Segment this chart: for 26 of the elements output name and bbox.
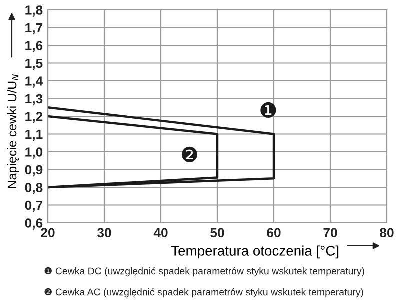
y-tick-label: 1,7	[26, 23, 43, 35]
y-tick-label: 0,6	[25, 218, 43, 230]
x-tick-label: 50	[210, 228, 224, 238]
x-tick-label: 30	[97, 228, 112, 238]
y-tick-label: 1,2	[26, 112, 43, 124]
x-tick-label: 80	[380, 228, 394, 238]
y-tick-label: 1,5	[26, 58, 43, 70]
y-tick-label: 1,4	[26, 76, 44, 88]
y-tick-label: 0,7	[25, 200, 43, 212]
y-tick-label: 1,1	[26, 130, 43, 142]
text: ❷ Cewka AC (uwzględnić spadek parametrów styku wskutek temperatury)	[44, 288, 364, 298]
y-tick-label: 1,6	[26, 41, 43, 52]
y-tick-label: 0,8	[25, 183, 43, 194]
series-label: ❶	[260, 102, 276, 118]
x-tick-label: 60	[267, 228, 281, 238]
series-label: ❷	[182, 146, 198, 162]
y-tick-label: 1,0	[26, 148, 43, 159]
x-tick-label: 70	[324, 228, 338, 238]
y-tick-label: 0,9	[25, 165, 43, 177]
x-axis-title: Temperatura otoczenia [°C]	[171, 246, 339, 259]
y-tick-label: 1,3	[26, 94, 43, 106]
y-axis-title: Napięcie cewki U/U$_{N}$	[7, 74, 20, 188]
x-tick-label: 40	[154, 228, 168, 238]
y-tick-label: 1,8	[26, 6, 43, 17]
text: ❶ Cewka DC (uwzględnić spadek parametrów styku wskutek temperatury)	[44, 267, 364, 277]
x-tick-label: 20	[41, 228, 55, 238]
